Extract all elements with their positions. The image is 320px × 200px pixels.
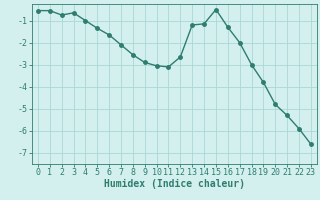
X-axis label: Humidex (Indice chaleur): Humidex (Indice chaleur) — [104, 179, 245, 189]
